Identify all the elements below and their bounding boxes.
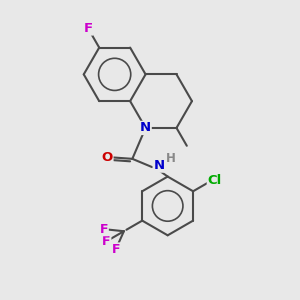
Text: Cl: Cl xyxy=(207,175,222,188)
Text: F: F xyxy=(84,22,93,35)
Text: F: F xyxy=(112,243,120,256)
Text: O: O xyxy=(102,151,113,164)
Text: N: N xyxy=(140,122,151,134)
Text: N: N xyxy=(153,159,164,172)
Text: F: F xyxy=(102,235,111,248)
Text: F: F xyxy=(100,223,108,236)
Text: H: H xyxy=(166,152,176,165)
